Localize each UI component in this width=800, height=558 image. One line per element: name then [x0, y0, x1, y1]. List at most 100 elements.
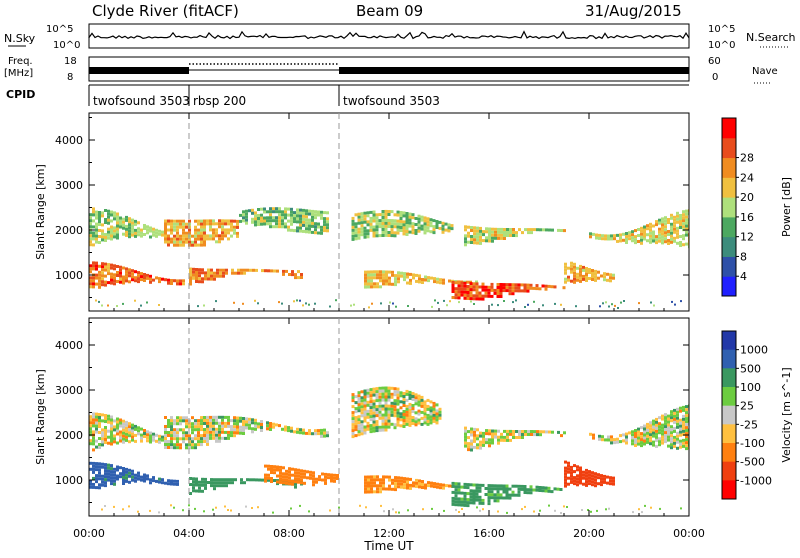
echo-cell: [664, 228, 667, 232]
echo-cell: [98, 211, 101, 214]
echo-cell: [536, 433, 539, 437]
echo-cell: [679, 223, 682, 226]
echo-cell: [251, 421, 254, 425]
echo-cell: [89, 225, 92, 229]
echo-cell: [282, 478, 285, 482]
echo-cell: [243, 268, 246, 272]
echo-cell: [293, 211, 296, 215]
echo-cell: [98, 279, 101, 283]
echo-cell: [491, 441, 494, 445]
echo-cell: [595, 236, 598, 240]
echo-cell: [436, 280, 439, 284]
echo-cell: [661, 441, 664, 445]
echo-cell: [291, 270, 294, 274]
echo-cell: [643, 433, 646, 437]
echo-cell: [457, 482, 461, 486]
echo-cell: [125, 273, 128, 277]
station-title: Clyde River (fitACF): [92, 2, 239, 20]
echo-cell: [314, 231, 317, 235]
echo-cell: [403, 480, 406, 484]
echo-cell: [490, 490, 494, 494]
echo-cell: [390, 225, 394, 229]
echo-cell: [212, 222, 215, 226]
echo-cell: [173, 222, 176, 226]
echo-cell: [429, 418, 433, 422]
ground-scatter-cell: [524, 306, 526, 308]
echo-cell: [622, 232, 625, 236]
echo-cell: [487, 487, 491, 491]
echo-cell: [367, 475, 370, 479]
echo-cell: [95, 261, 98, 265]
echo-cell: [372, 216, 376, 220]
echo-cell: [438, 413, 442, 417]
echo-cell: [658, 230, 661, 234]
echo-cell: [279, 471, 282, 475]
echo-cell: [579, 273, 582, 277]
echo-cell: [402, 398, 406, 401]
echo-cell: [302, 208, 305, 212]
echo-cell: [215, 415, 218, 419]
echo-cell: [685, 218, 688, 222]
echo-cell: [573, 262, 576, 266]
echo-cell: [357, 400, 361, 404]
echo-cell: [451, 281, 455, 284]
echo-cell: [122, 281, 125, 285]
echo-cell: [539, 228, 542, 232]
echo-cell: [613, 237, 616, 241]
echo-cell: [378, 428, 382, 432]
echo-cell: [655, 235, 658, 239]
echo-cell: [390, 401, 394, 405]
nsky-trace-line: [88, 30, 690, 40]
colorbar-swatch: [722, 405, 736, 425]
echo-cell: [508, 487, 512, 491]
echo-cell: [219, 484, 222, 488]
echo-cell: [376, 490, 379, 494]
echo-cell: [240, 481, 243, 485]
echo-cell: [149, 229, 152, 233]
echo-cell: [89, 219, 92, 223]
echo-cell: [597, 276, 600, 280]
echo-cell: [379, 490, 382, 494]
echo-cell: [161, 230, 164, 234]
echo-cell: [364, 270, 367, 274]
echo-cell: [89, 231, 92, 235]
echo-cell: [463, 284, 467, 288]
echo-cell: [185, 237, 188, 241]
echo-cell: [155, 228, 158, 232]
echo-cell: [505, 484, 509, 488]
echo-cell: [98, 235, 101, 238]
echo-cell: [119, 268, 122, 272]
echo-cell: [149, 437, 152, 441]
echo-cell: [585, 471, 588, 475]
echo-cell: [414, 411, 418, 415]
echo-cell: [515, 234, 518, 238]
echo-cell: [110, 219, 113, 223]
echo-cell: [466, 285, 470, 288]
echo-cell: [444, 222, 448, 226]
echo-cell: [203, 422, 206, 425]
echo-cell: [203, 243, 206, 247]
echo-cell: [131, 472, 134, 476]
echo-cell: [460, 485, 464, 489]
echo-cell: [494, 432, 497, 436]
echo-cell: [219, 478, 222, 482]
echo-cell: [417, 217, 421, 221]
echo-cell: [610, 441, 613, 445]
echo-cell: [176, 279, 179, 283]
ground-scatter-cell: [98, 300, 100, 303]
echo-cell: [101, 223, 104, 227]
echo-cell: [119, 271, 122, 275]
echo-cell: [273, 465, 276, 469]
echo-cell: [423, 216, 427, 220]
echo-cell: [279, 465, 282, 469]
echo-cell: [378, 413, 382, 417]
echo-cell: [170, 416, 173, 420]
echo-cell: [400, 485, 403, 489]
echo-cell: [251, 208, 254, 212]
echo-cell: [119, 436, 122, 440]
echo-cell: [472, 297, 476, 301]
echo-cell: [134, 473, 137, 477]
echo-cell: [399, 226, 403, 229]
echo-cell: [354, 422, 358, 426]
echo-cell: [254, 223, 257, 227]
